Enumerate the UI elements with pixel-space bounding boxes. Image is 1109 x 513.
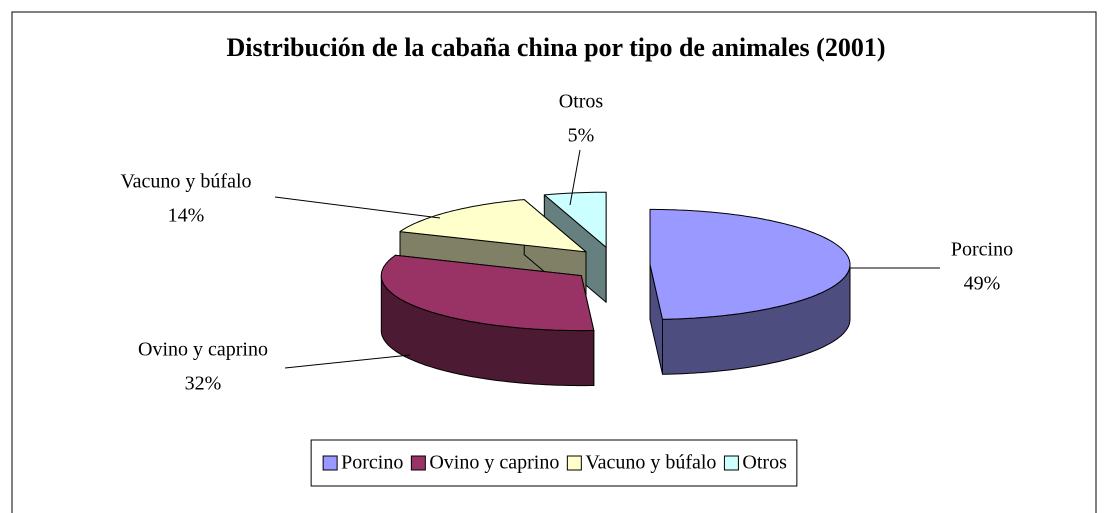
- legend-swatch: [723, 455, 739, 471]
- pie-tops: [380, 191, 851, 332]
- data-label-name: Otros: [559, 91, 604, 113]
- legend-swatch: [566, 455, 582, 471]
- data-label: 32%: [185, 373, 222, 395]
- legend: Porcino Ovino y caprino Vacuno y búfalo Otr…: [310, 439, 798, 487]
- data-label-name: Ovino y caprino: [138, 339, 268, 361]
- legend-swatch: [322, 455, 338, 471]
- data-label: 14%: [168, 205, 205, 227]
- legend-box: [310, 439, 798, 487]
- slice: [543, 191, 607, 248]
- data-label-name: Porcino: [951, 239, 1013, 261]
- legend-swatch: [410, 455, 426, 471]
- slice: [399, 199, 587, 253]
- data-label-name: Vacuno y búfalo: [120, 171, 251, 193]
- leader-line: [569, 149, 581, 206]
- legend-label: Vacuno y búfalo: [585, 452, 716, 474]
- chart-title: Distribución de la cabaña china por tipo…: [227, 33, 886, 62]
- slice: [649, 208, 851, 320]
- data-label: 5%: [568, 125, 595, 147]
- legend-label: Ovino y caprino: [429, 452, 559, 474]
- legend-label: Otros: [742, 452, 787, 474]
- data-label: 49%: [964, 273, 1001, 295]
- leader-line: [284, 354, 411, 369]
- leader-line: [274, 196, 441, 219]
- legend-label: Porcino: [341, 452, 403, 474]
- slice: [380, 254, 595, 332]
